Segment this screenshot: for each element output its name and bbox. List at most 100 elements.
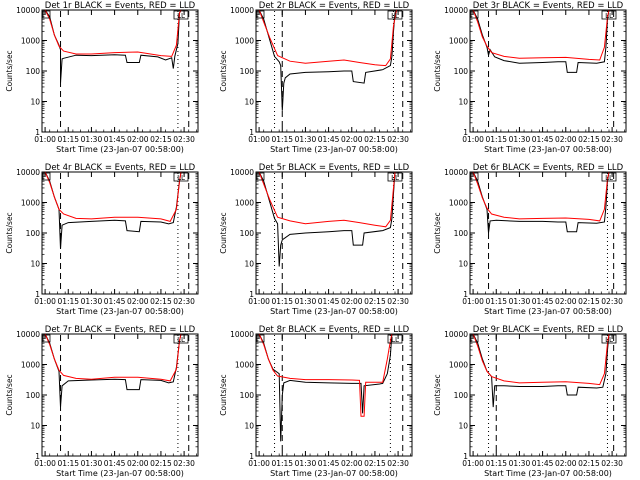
plot-frame [41, 171, 199, 295]
y-tick-label: 100 [26, 391, 41, 400]
plot-frame [469, 333, 627, 457]
x-tick-label: 02:15 [364, 297, 386, 306]
x-tick-label: 01:45 [318, 459, 340, 468]
x-tick-label: 01:00 [248, 297, 270, 306]
legend-marker: LL [391, 174, 399, 182]
x-tick-label: 01:30 [295, 459, 317, 468]
x-tick-label: 02:30 [387, 459, 409, 468]
legend-box [173, 172, 189, 182]
events-series-line [44, 171, 182, 249]
y-tick-label: 1 [249, 128, 254, 137]
det-panel: Det 5r BLACK = Events, RED = LLD 1 10 100 10… [219, 163, 413, 316]
y-tick-label: 10000 [230, 6, 254, 15]
x-tick-label: 01:30 [81, 459, 103, 468]
y-tick-label: 1 [35, 452, 40, 461]
y-tick-label: 10 [244, 260, 254, 269]
lld-series-line [258, 171, 396, 228]
x-tick-label: 01:45 [318, 135, 340, 144]
x-tick-label: 01:15 [57, 297, 79, 306]
legend-marker: LL [605, 174, 613, 182]
x-tick-label: 01:00 [462, 135, 484, 144]
panel-title: Det 4r BLACK = Events, RED = LLD [45, 163, 196, 173]
legend-marker: LL [391, 336, 399, 344]
lld-series-line [472, 333, 610, 386]
x-tick-label: 01:30 [509, 459, 531, 468]
y-tick-label: 1 [463, 452, 468, 461]
x-axis-label: Start Time (23-Jan-07 00:58:00) [56, 307, 184, 316]
corner-box-marker [42, 10, 51, 19]
y-tick-label: 1000 [21, 361, 40, 370]
x-tick-label: 01:00 [462, 297, 484, 306]
y-tick-label: 1 [35, 290, 40, 299]
events-series-line [44, 333, 182, 408]
x-axis-label: Start Time (23-Jan-07 00:58:00) [270, 145, 398, 154]
plot-frame [41, 9, 199, 133]
y-tick-label: 1000 [235, 361, 254, 370]
x-tick-label: 01:15 [485, 135, 507, 144]
y-tick-label: 10000 [16, 168, 40, 177]
y-tick-label: 10 [458, 260, 468, 269]
y-axis-label: Counts/sec [5, 50, 14, 91]
x-tick-label: 02:30 [173, 135, 195, 144]
x-tick-label: 02:00 [341, 459, 363, 468]
x-tick-label: 02:00 [127, 135, 149, 144]
y-tick-label: 10 [244, 422, 254, 431]
x-tick-label: 02:30 [387, 135, 409, 144]
legend-box [387, 334, 403, 344]
x-tick-label: 01:45 [532, 459, 554, 468]
x-tick-label: 01:30 [295, 297, 317, 306]
x-tick-label: 02:15 [150, 459, 172, 468]
legend-box [173, 334, 189, 344]
y-tick-label: 1000 [449, 37, 468, 46]
y-tick-label: 100 [454, 391, 469, 400]
x-tick-label: 01:00 [34, 459, 56, 468]
corner-box-marker [256, 334, 265, 343]
x-tick-label: 01:45 [104, 135, 126, 144]
events-series-line [472, 333, 610, 408]
plot-frame [41, 333, 199, 457]
y-tick-label: 10000 [444, 6, 468, 15]
y-tick-label: 10 [30, 260, 40, 269]
panel-title: Det 3r BLACK = Events, RED = LLD [473, 1, 624, 11]
x-axis-label: Start Time (23-Jan-07 00:58:00) [56, 145, 184, 154]
legend-marker: LL [177, 174, 185, 182]
legend-box [387, 10, 403, 20]
y-tick-label: 10000 [230, 330, 254, 339]
y-tick-label: 1 [249, 290, 254, 299]
det-panel: Det 6r BLACK = Events, RED = LLD 1 10 100 10… [433, 163, 627, 316]
y-tick-label: 100 [240, 391, 255, 400]
x-tick-label: 02:00 [127, 459, 149, 468]
plot-frame [255, 171, 413, 295]
x-tick-label: 02:00 [341, 297, 363, 306]
x-tick-label: 01:30 [81, 297, 103, 306]
x-tick-label: 02:30 [173, 297, 195, 306]
lld-series-line [258, 333, 393, 417]
x-axis-label: Start Time (23-Jan-07 00:58:00) [484, 145, 612, 154]
y-axis-label: Counts/sec [219, 212, 228, 253]
y-axis-label: Counts/sec [5, 374, 14, 415]
legend-marker: LL [177, 12, 185, 20]
x-tick-label: 02:00 [127, 297, 149, 306]
legend-marker: LL [391, 12, 399, 20]
x-tick-label: 02:30 [601, 459, 623, 468]
lld-series-line [44, 9, 182, 57]
x-tick-label: 01:00 [248, 459, 270, 468]
x-tick-label: 01:45 [318, 297, 340, 306]
x-tick-label: 02:30 [173, 459, 195, 468]
x-tick-label: 02:15 [364, 459, 386, 468]
panel-title: Det 1r BLACK = Events, RED = LLD [45, 1, 196, 11]
corner-box-marker [42, 172, 51, 181]
corner-box-marker [470, 172, 479, 181]
events-series-line [258, 9, 398, 111]
x-tick-label: 02:15 [578, 297, 600, 306]
x-tick-label: 01:15 [485, 459, 507, 468]
x-tick-label: 02:00 [555, 297, 577, 306]
x-tick-label: 02:00 [341, 135, 363, 144]
x-tick-label: 01:45 [104, 459, 126, 468]
panel-title: Det 8r BLACK = Events, RED = LLD [259, 325, 410, 335]
y-tick-label: 100 [26, 229, 41, 238]
y-axis-label: Counts/sec [433, 374, 442, 415]
lld-series-line [472, 171, 610, 222]
legend-marker: LL [177, 336, 185, 344]
